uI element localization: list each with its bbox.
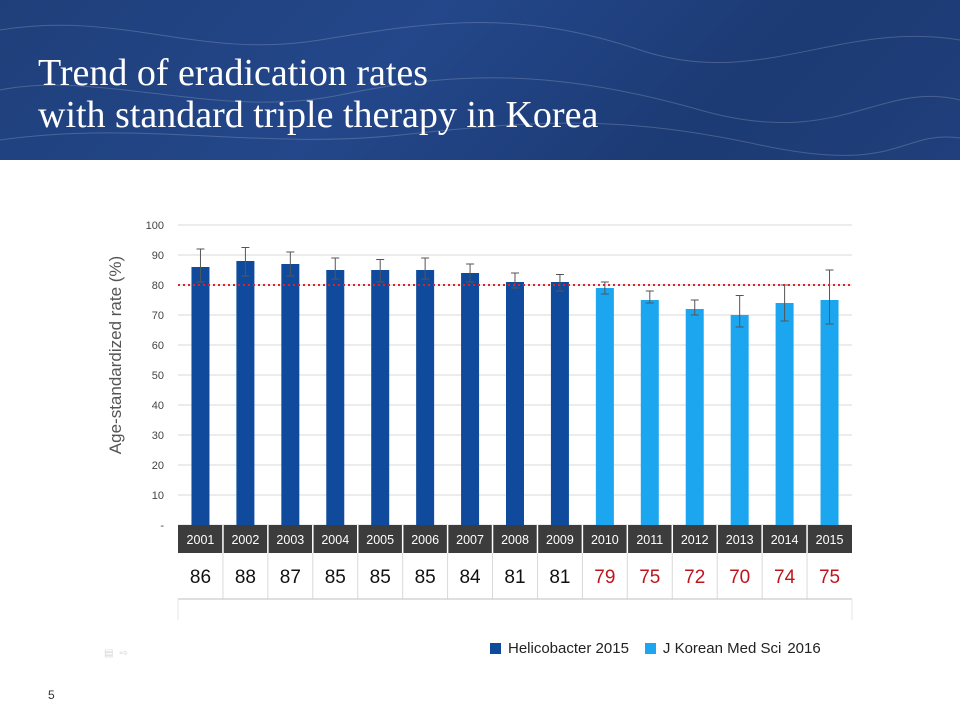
table-year-label: 2014 — [771, 533, 799, 547]
y-tick-label: 50 — [152, 370, 164, 382]
table-value-label: 79 — [594, 567, 615, 588]
data-table: 2001 86 2002 88 2003 87 2004 85 2005 85 2006 85 2007… — [177, 525, 853, 620]
y-tick-label: 100 — [146, 220, 164, 232]
table-year-label: 2001 — [187, 533, 215, 547]
table-year-label: 2008 — [501, 533, 529, 547]
y-tick-label: 40 — [152, 400, 164, 412]
table-year-label: 2012 — [681, 533, 709, 547]
table-value-label: 75 — [639, 567, 660, 588]
table-year-label: 2004 — [321, 533, 349, 547]
table-year-cell — [627, 525, 673, 553]
bar — [820, 300, 839, 525]
bar — [685, 309, 704, 525]
legend-swatch-light — [644, 642, 656, 654]
bar — [461, 273, 480, 525]
table-value-label: 87 — [280, 567, 301, 588]
table-year-label: 2011 — [636, 533, 663, 547]
table-year-cell — [492, 525, 538, 553]
table-year-cell — [312, 525, 358, 553]
y-tick-label: 30 — [152, 430, 164, 442]
y-tick-label: - — [160, 520, 164, 532]
table-year-cell — [267, 525, 313, 553]
slide-nav[interactable]: ▤ ⇨ — [104, 648, 128, 659]
table-year-cell — [447, 525, 493, 553]
bar — [640, 300, 659, 525]
table-year-label: 2015 — [816, 533, 844, 547]
table-year-label: 2005 — [366, 533, 394, 547]
table-year-label: 2002 — [231, 533, 259, 547]
table-value-label: 72 — [684, 567, 705, 588]
table-value-label: 70 — [729, 567, 750, 588]
bar — [281, 264, 300, 525]
table-value-label: 88 — [235, 567, 256, 588]
table-year-label: 2007 — [456, 533, 484, 547]
table-year-cell — [807, 525, 852, 553]
table-year-label: 2013 — [726, 533, 754, 547]
bar — [775, 303, 794, 525]
table-year-cell — [222, 525, 268, 553]
y-tick-label: 80 — [152, 280, 164, 292]
table-value-label: 85 — [415, 567, 436, 588]
table-year-cell — [402, 525, 448, 553]
table-value-label: 75 — [819, 567, 840, 588]
table-year-label: 2010 — [591, 533, 619, 547]
bar — [506, 282, 524, 525]
title-line-1: Trend of eradication rates — [38, 52, 429, 94]
bar — [730, 315, 749, 525]
legend-swatch-dark — [490, 642, 501, 654]
y-tick-label: 60 — [152, 340, 164, 352]
title-banner: Trend of eradication rates with standard… — [0, 0, 960, 160]
y-tick-label: 10 — [152, 490, 164, 502]
bar — [236, 261, 255, 525]
menu-icon[interactable]: ▤ — [104, 648, 114, 659]
legend-label-jkms: J Korean Med Sci — [662, 639, 782, 657]
error-bars — [196, 247, 834, 328]
bar — [550, 282, 569, 525]
bar — [326, 270, 345, 525]
bar — [416, 270, 435, 525]
legend-item-helicobacter: Helicobacter 2015 — [490, 640, 629, 657]
table-value-label: 85 — [370, 567, 391, 588]
y-tick-label: 90 — [152, 250, 164, 262]
table-year-cell — [537, 525, 583, 553]
title-line-2: with standard triple therapy in Korea — [38, 94, 599, 136]
table-year-cell — [672, 525, 718, 553]
eradication-rate-bar-chart: - 10 20 30 40 50 60 70 80 90 100 Age-standardized … — [106, 220, 853, 620]
legend-label-jkms-year: 2016 — [787, 639, 821, 657]
table-year-cell — [178, 525, 223, 553]
y-tick-label: 20 — [152, 460, 164, 472]
table-year-cell — [357, 525, 403, 553]
page-number: 5 — [48, 688, 55, 702]
table-year-cell — [582, 525, 628, 553]
banner-texture — [0, 22, 960, 156]
table-value-label: 74 — [774, 567, 796, 588]
table-value-label: 85 — [325, 567, 346, 588]
bar — [595, 288, 614, 525]
table-year-cell — [762, 525, 808, 553]
bars — [191, 261, 839, 525]
table-year-label: 2009 — [546, 533, 574, 547]
table-value-label: 84 — [459, 567, 481, 588]
table-value-label: 81 — [504, 567, 525, 588]
table-value-label: 81 — [549, 567, 570, 588]
table-year-label: 2003 — [276, 533, 304, 547]
bar — [191, 267, 210, 525]
bar — [371, 270, 390, 525]
slide-title: Trend of eradication rates with standard… — [38, 52, 598, 136]
y-axis-label: Age-standardized rate (%) — [106, 256, 125, 454]
legend-item-jkms: J Korean Med Sci 2016 — [644, 639, 821, 657]
table-year-cell — [717, 525, 763, 553]
legend-label-helicobacter: Helicobacter 2015 — [508, 639, 629, 657]
y-axis-ticks: - 10 20 30 40 50 60 70 80 90 100 — [146, 220, 165, 532]
chart-legend: Helicobacter 2015 J Korean Med Sci 2016 — [490, 636, 837, 660]
table-value-label: 86 — [190, 567, 211, 588]
arrow-right-icon[interactable]: ⇨ — [119, 648, 128, 659]
y-tick-label: 70 — [152, 310, 164, 322]
table-year-label: 2006 — [411, 533, 439, 547]
